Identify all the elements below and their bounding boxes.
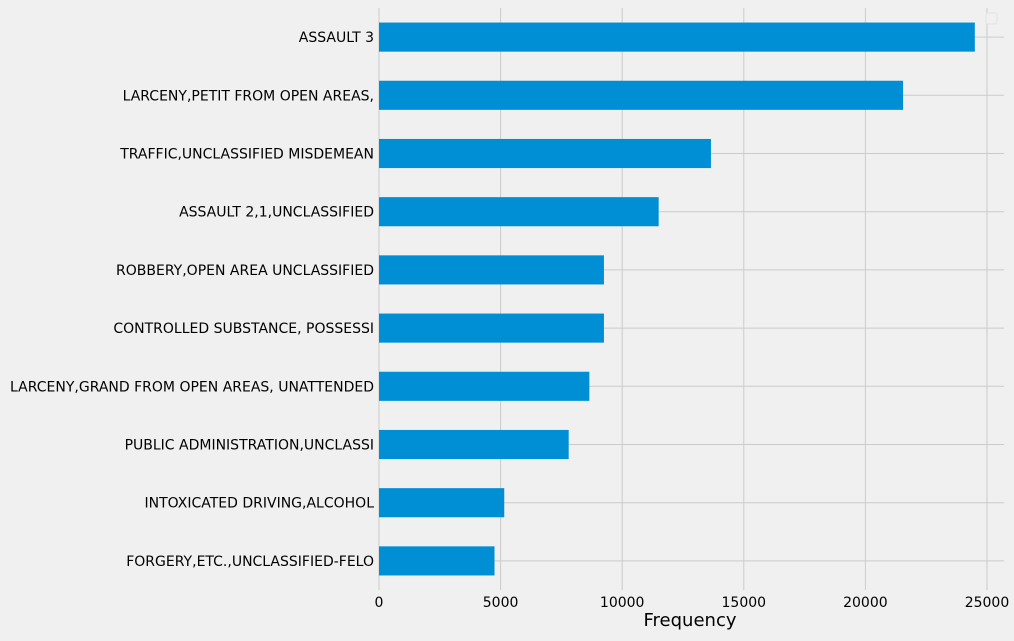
bar — [379, 371, 590, 401]
legend-box — [985, 12, 998, 25]
x-tick-label: 0 — [375, 595, 384, 611]
category-label: LARCENY,GRAND FROM OPEN AREAS, UNATTENDE… — [10, 379, 374, 395]
bar — [379, 488, 505, 518]
category-label: FORGERY,ETC.,UNCLASSIFIED-FELO — [126, 554, 374, 570]
category-label: LARCENY,PETIT FROM OPEN AREAS, — [123, 88, 374, 104]
bar — [379, 313, 604, 343]
bar — [379, 255, 604, 285]
x-tick-label: 25000 — [965, 595, 1010, 611]
x-tick-label: 5000 — [483, 595, 519, 611]
category-label: ROBBERY,OPEN AREA UNCLASSIFIED — [116, 263, 374, 279]
category-label: INTOXICATED DRIVING,ALCOHOL — [144, 496, 374, 512]
bars — [379, 22, 975, 576]
bar — [379, 22, 975, 52]
x-tick-labels: 0 5000 10000 15000 20000 25000 — [375, 595, 1010, 611]
x-tick-label: 10000 — [600, 595, 645, 611]
bar — [379, 429, 569, 460]
bar — [379, 546, 495, 576]
bar — [379, 197, 659, 227]
x-tick-label: 15000 — [722, 595, 767, 611]
bar — [379, 80, 904, 110]
category-labels: ASSAULT 3 LARCENY,PETIT FROM OPEN AREAS, T… — [10, 30, 374, 570]
category-label: TRAFFIC,UNCLASSIFIED MISDEMEAN — [119, 147, 374, 163]
category-label: ASSAULT 3 — [299, 30, 374, 46]
x-tick-label: 20000 — [843, 595, 888, 611]
category-label: ASSAULT 2,1,UNCLASSIFIED — [179, 205, 374, 221]
x-axis-label: Frequency — [644, 610, 737, 631]
category-label: CONTROLLED SUBSTANCE, POSSESSI — [113, 321, 374, 337]
category-label: PUBLIC ADMINISTRATION,UNCLASSI — [125, 438, 374, 454]
bar — [379, 138, 711, 169]
